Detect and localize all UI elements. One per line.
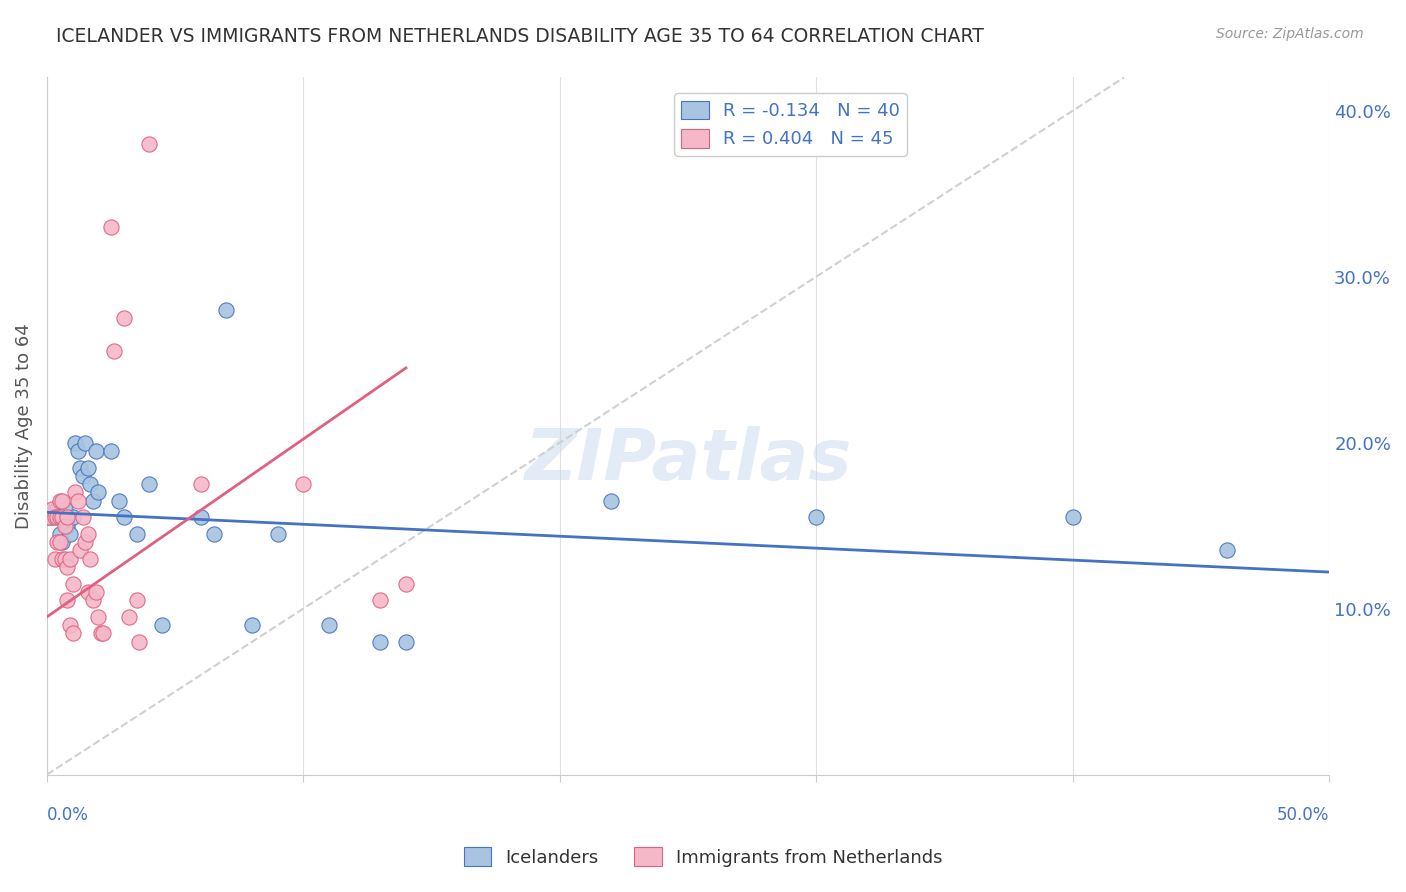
Text: ICELANDER VS IMMIGRANTS FROM NETHERLANDS DISABILITY AGE 35 TO 64 CORRELATION CHA: ICELANDER VS IMMIGRANTS FROM NETHERLANDS… [56,27,984,45]
Point [69,460,91,475]
Point [51,535,73,549]
Point [46,535,69,549]
Legend: Icelanders, Immigrants from Netherlands: Icelanders, Immigrants from Netherlands [457,840,949,874]
Point [53,518,76,533]
Point [66,443,89,458]
Y-axis label: Disability Age 35 to 64: Disability Age 35 to 64 [15,323,32,529]
Point [48,510,70,524]
Point [69,543,91,558]
Point [56,510,79,524]
Point [51,493,73,508]
Point [84,443,107,458]
Point [84,585,107,599]
Point [100,219,122,234]
Point [62,626,84,640]
Point [53,502,76,516]
Point [1215,543,1237,558]
Point [292,477,315,491]
Point [48,493,70,508]
Point [112,311,135,326]
Point [138,136,160,151]
Point [66,493,89,508]
Point [72,468,94,483]
Point [62,576,84,591]
Text: ZIPatlas: ZIPatlas [524,426,852,495]
Point [318,618,340,632]
Point [48,510,70,524]
Point [59,551,82,566]
Point [77,527,100,541]
Point [79,551,101,566]
Point [1062,510,1084,524]
Point [125,593,148,607]
Point [368,593,391,607]
Point [138,477,160,491]
Point [63,435,86,450]
Point [38,510,60,524]
Point [59,527,82,541]
Point [59,618,82,632]
Point [51,510,73,524]
Point [46,510,69,524]
Point [75,535,97,549]
Point [46,502,69,516]
Point [62,510,84,524]
Point [79,477,101,491]
Point [100,443,122,458]
Point [75,435,97,450]
Point [51,551,73,566]
Point [77,460,100,475]
Point [395,576,418,591]
Point [38,510,60,524]
Point [44,502,66,516]
Point [51,510,73,524]
Point [77,585,100,599]
Point [112,510,135,524]
Point [48,535,70,549]
Point [118,610,141,624]
Point [150,618,173,632]
Point [41,510,63,524]
Point [44,510,66,524]
Legend: R = -0.134   N = 40, R = 0.404   N = 45: R = -0.134 N = 40, R = 0.404 N = 45 [675,94,907,155]
Text: Source: ZipAtlas.com: Source: ZipAtlas.com [1216,27,1364,41]
Text: 50.0%: 50.0% [1277,806,1329,824]
Point [215,302,238,317]
Point [125,527,148,541]
Point [190,510,212,524]
Point [806,510,828,524]
Point [267,527,290,541]
Point [128,634,150,648]
Point [87,485,110,500]
Point [90,626,112,640]
Point [56,560,79,574]
Point [56,593,79,607]
Point [87,610,110,624]
Point [395,634,418,648]
Point [63,485,86,500]
Point [240,618,263,632]
Point [72,510,94,524]
Point [82,593,104,607]
Point [44,551,66,566]
Point [368,634,391,648]
Point [600,493,623,508]
Point [82,493,104,508]
Point [190,477,212,491]
Point [91,626,114,640]
Point [53,551,76,566]
Point [202,527,225,541]
Text: 0.0%: 0.0% [46,806,89,824]
Point [48,527,70,541]
Point [56,518,79,533]
Point [41,502,63,516]
Point [107,493,129,508]
Point [103,344,125,359]
